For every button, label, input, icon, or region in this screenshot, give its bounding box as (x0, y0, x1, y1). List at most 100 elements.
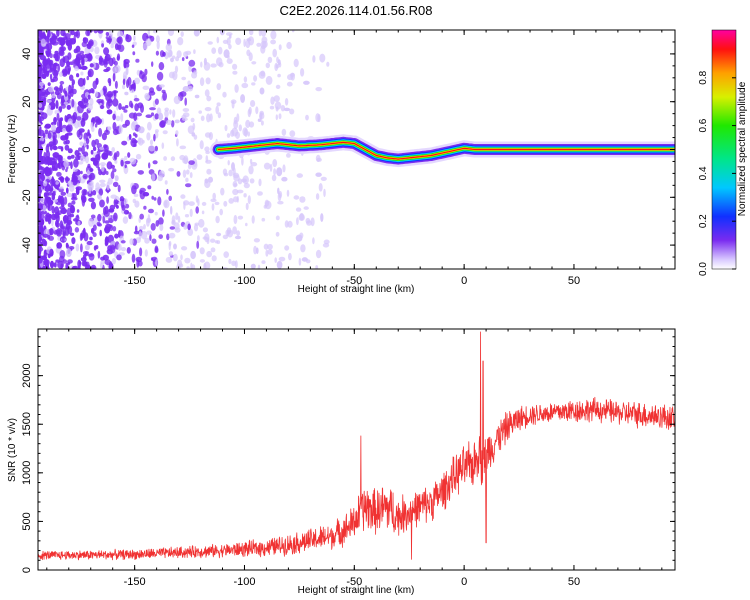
x-tick-label: -50 (346, 275, 362, 287)
noise-speck (149, 107, 156, 111)
noise-speck (112, 226, 117, 232)
noise-speck (216, 36, 220, 44)
noise-speck (182, 86, 190, 92)
noise-speck (158, 217, 164, 226)
noise-speck (57, 154, 63, 164)
noise-speck (300, 244, 306, 253)
noise-speck (240, 94, 246, 103)
noise-speck (250, 162, 258, 167)
noise-speck (87, 253, 95, 257)
noise-speck (196, 240, 200, 249)
noise-speck (201, 210, 205, 215)
noise-speck (219, 30, 225, 36)
noise-speck (79, 50, 85, 55)
noise-speck (104, 259, 111, 266)
noise-speck (137, 170, 144, 175)
noise-speck (131, 44, 135, 48)
noise-speck (123, 109, 128, 113)
noise-speck (55, 221, 60, 228)
noise-speck (182, 169, 187, 178)
noise-speck (216, 232, 222, 237)
noise-speck (204, 89, 210, 97)
noise-speck (272, 48, 278, 58)
noise-speck (103, 210, 110, 218)
spectrogram-ylabel: Frequency (Hz) (7, 115, 18, 184)
noise-speck (99, 229, 102, 237)
noise-speck (97, 194, 101, 199)
noise-speck (186, 266, 190, 269)
noise-speck (137, 102, 144, 109)
noise-speck (320, 176, 327, 181)
noise-speck (246, 38, 252, 42)
noise-speck (326, 61, 330, 67)
noise-speck (51, 35, 58, 40)
noise-speck (97, 30, 104, 34)
noise-speck (151, 238, 157, 244)
noise-speck (164, 109, 169, 118)
noise-speck (226, 133, 231, 138)
noise-speck (201, 201, 207, 206)
noise-speck (293, 195, 300, 200)
noise-speck (91, 126, 95, 133)
noise-speck (245, 222, 248, 227)
noise-speck (225, 229, 230, 236)
noise-speck (50, 106, 56, 110)
noise-speck (278, 256, 286, 262)
noise-speck (48, 141, 55, 148)
noise-speck (263, 162, 271, 170)
noise-speck (120, 113, 124, 122)
noise-speck (135, 58, 140, 63)
noise-speck (49, 37, 53, 46)
noise-speck (108, 208, 115, 213)
noise-speck (247, 108, 251, 118)
noise-speck (241, 156, 244, 166)
noise-speck (90, 201, 96, 210)
noise-speck (89, 236, 93, 241)
noise-speck (82, 261, 88, 267)
noise-speck (154, 245, 159, 253)
noise-speck (71, 79, 76, 86)
y-tick-label: -20 (21, 189, 33, 205)
noise-speck (134, 77, 141, 85)
noise-speck (162, 209, 165, 217)
noise-speck (97, 213, 102, 222)
noise-speck (161, 142, 165, 149)
noise-speck (199, 77, 205, 87)
noise-speck (106, 196, 109, 204)
noise-speck (166, 188, 169, 195)
noise-speck (50, 178, 56, 187)
noise-speck (274, 101, 282, 110)
noise-speck (133, 35, 136, 42)
noise-speck (38, 236, 43, 242)
noise-speck (320, 213, 324, 222)
noise-speck (71, 192, 75, 200)
noise-speck (88, 197, 95, 202)
noise-speck (101, 132, 107, 141)
noise-speck (45, 50, 50, 54)
noise-speck (176, 50, 182, 58)
noise-speck (87, 94, 91, 100)
noise-speck (38, 53, 42, 58)
noise-speck (137, 260, 143, 267)
noise-speck (69, 30, 72, 36)
noise-speck (116, 254, 122, 261)
noise-speck (241, 82, 249, 89)
noise-speck (250, 263, 256, 269)
noise-speck (198, 218, 205, 228)
noise-speck (188, 160, 195, 166)
noise-speck (142, 192, 150, 197)
noise-speck (131, 253, 136, 263)
noise-speck (199, 259, 205, 263)
noise-speck (65, 168, 68, 173)
noise-speck (150, 223, 156, 231)
noise-speck (235, 37, 242, 45)
noise-speck (303, 80, 310, 85)
noise-speck (115, 150, 120, 158)
noise-speck (69, 74, 74, 81)
noise-speck (204, 132, 212, 138)
noise-speck (170, 57, 174, 63)
noise-speck (114, 175, 119, 182)
colorbar-tick-label: 0.4 (698, 166, 709, 180)
noise-speck (190, 250, 196, 260)
noise-speck (138, 225, 144, 231)
